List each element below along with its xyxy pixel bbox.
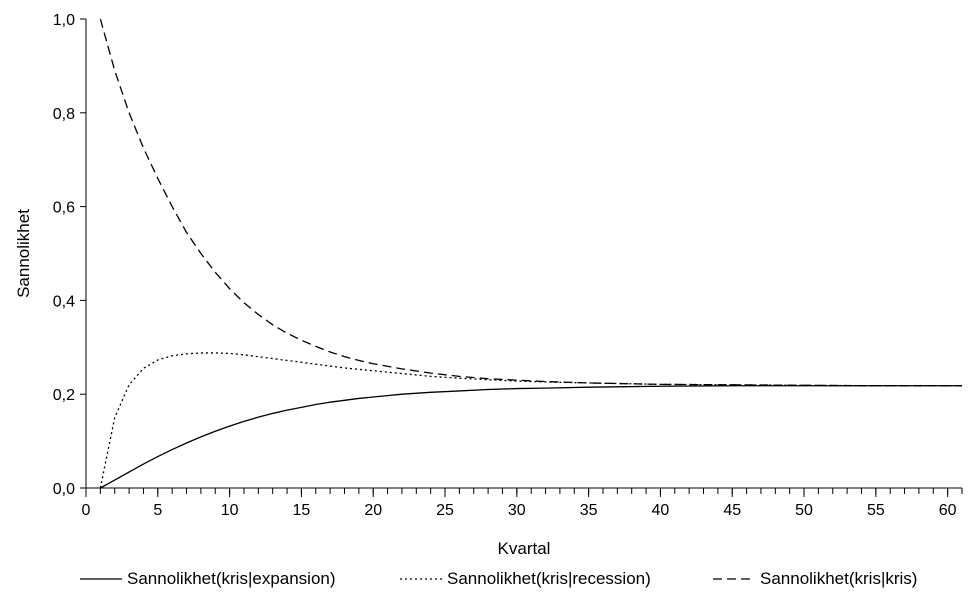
y-axis-label: Sannolikhet bbox=[14, 209, 33, 298]
y-tick-label: 0,6 bbox=[53, 200, 75, 217]
legend-label-kris: Sannolikhet(kris|kris) bbox=[760, 569, 917, 588]
series-line-kris bbox=[99, 18, 962, 387]
y-tick-label: 0,8 bbox=[53, 106, 75, 123]
x-tick-label: 5 bbox=[153, 502, 162, 519]
series-lines bbox=[99, 18, 962, 489]
x-tick-label: 60 bbox=[939, 502, 957, 519]
x-tick-label: 45 bbox=[723, 502, 741, 519]
x-tick-label: 10 bbox=[221, 502, 239, 519]
x-tick-label: 35 bbox=[580, 502, 598, 519]
y-tick-label: 0,2 bbox=[53, 387, 75, 404]
x-tick-label: 20 bbox=[364, 502, 382, 519]
x-axis-label: Kvartal bbox=[498, 539, 551, 558]
x-tick-label: 25 bbox=[436, 502, 454, 519]
x-tick-label: 55 bbox=[867, 502, 885, 519]
legend: Sannolikhet(kris|expansion) Sannolikhet(… bbox=[80, 569, 917, 588]
x-tick-label: 40 bbox=[652, 502, 670, 519]
y-tick-label: 0,4 bbox=[53, 293, 75, 310]
x-tick-label: 15 bbox=[293, 502, 311, 519]
x-tick-label: 0 bbox=[82, 502, 91, 519]
x-tick-label: 30 bbox=[508, 502, 526, 519]
legend-label-expansion: Sannolikhet(kris|expansion) bbox=[127, 569, 336, 588]
series-line-recession bbox=[99, 352, 962, 489]
x-axis-ticks: 0 5 10 15 20 25 30 35 40 45 50 55 60 bbox=[82, 488, 963, 519]
x-tick-label: 50 bbox=[795, 502, 813, 519]
series-line-expansion bbox=[100, 385, 962, 489]
y-tick-label: 1,0 bbox=[53, 12, 75, 29]
y-axis-ticks: 0,0 0,2 0,4 0,6 0,8 1,0 bbox=[53, 12, 86, 498]
y-tick-label: 0,0 bbox=[53, 481, 75, 498]
legend-label-recession: Sannolikhet(kris|recession) bbox=[447, 569, 651, 588]
